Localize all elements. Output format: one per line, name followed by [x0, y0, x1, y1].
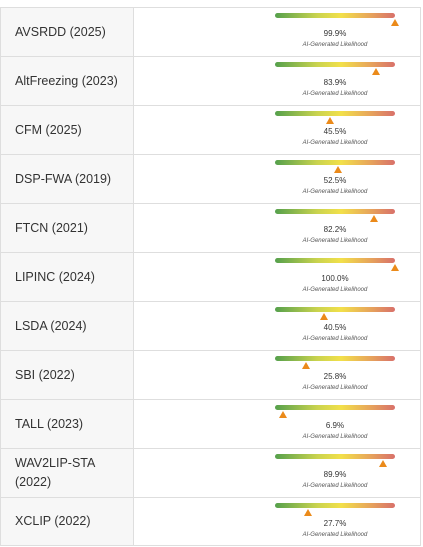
likelihood-marker-icon — [319, 313, 328, 320]
detector-name: CFM (2025) — [0, 106, 134, 154]
likelihood-caption: AI-Generated Likelihood — [302, 336, 368, 342]
table-row: CFM (2025) 45.5% AI-Generated Likelihood — [0, 105, 421, 154]
table-row: XCLIP (2022) 27.7% AI-Generated Likelihood — [0, 497, 421, 546]
detector-name: TALL (2023) — [0, 400, 134, 448]
likelihood-marker-icon — [304, 509, 313, 516]
likelihood-caption: AI-Generated Likelihood — [302, 140, 368, 146]
likelihood-gradient-bar — [275, 307, 395, 312]
likelihood-meter: 6.9% AI-Generated Likelihood — [134, 400, 421, 448]
likelihood-value: 27.7% — [323, 519, 347, 528]
table-row: AltFreezing (2023) 83.9% AI-Generated Like… — [0, 56, 421, 105]
likelihood-meter: 89.9% AI-Generated Likelihood — [134, 449, 421, 497]
likelihood-value: 100.0% — [321, 274, 349, 283]
likelihood-caption: AI-Generated Likelihood — [302, 91, 368, 97]
likelihood-value: 52.5% — [323, 176, 347, 185]
likelihood-gradient-bar — [275, 258, 395, 263]
likelihood-marker-icon — [279, 411, 288, 418]
likelihood-meter: 99.9% AI-Generated Likelihood — [134, 8, 421, 56]
likelihood-caption: AI-Generated Likelihood — [302, 434, 368, 440]
table-row: SBI (2022) 25.8% AI-Generated Likelihood — [0, 350, 421, 399]
detector-name: WAV2LIP-STA (2022) — [0, 449, 134, 497]
likelihood-marker-icon — [391, 264, 399, 271]
likelihood-value: 82.2% — [323, 225, 347, 234]
likelihood-marker-icon — [369, 215, 378, 222]
table-row: DSP-FWA (2019) 52.5% AI-Generated Likeliho… — [0, 154, 421, 203]
detector-name: AVSRDD (2025) — [0, 8, 134, 56]
table-row: TALL (2023) 6.9% AI-Generated Likelihood — [0, 399, 421, 448]
likelihood-caption: AI-Generated Likelihood — [302, 385, 368, 391]
likelihood-meter: 100.0% AI-Generated Likelihood — [134, 253, 421, 301]
likelihood-caption: AI-Generated Likelihood — [302, 189, 368, 195]
likelihood-gradient-bar — [275, 62, 395, 67]
likelihood-meter: 27.7% AI-Generated Likelihood — [134, 498, 421, 545]
likelihood-marker-icon — [325, 117, 334, 124]
likelihood-gradient-bar — [275, 209, 395, 214]
table-row: LIPINC (2024) 100.0% AI-Generated Likeliho… — [0, 252, 421, 301]
likelihood-caption: AI-Generated Likelihood — [302, 42, 368, 48]
likelihood-marker-icon — [378, 460, 387, 467]
detector-name: AltFreezing (2023) — [0, 57, 134, 105]
likelihood-marker-icon — [334, 166, 342, 173]
likelihood-caption: AI-Generated Likelihood — [302, 287, 368, 293]
likelihood-meter: 52.5% AI-Generated Likelihood — [134, 155, 421, 203]
likelihood-value: 83.9% — [323, 78, 347, 87]
detector-name: LIPINC (2024) — [0, 253, 134, 301]
likelihood-marker-icon — [301, 362, 310, 369]
likelihood-gradient-bar — [275, 13, 395, 18]
likelihood-value: 45.5% — [323, 127, 347, 136]
likelihood-value: 89.9% — [323, 470, 347, 479]
detector-name: LSDA (2024) — [0, 302, 134, 350]
likelihood-caption: AI-Generated Likelihood — [302, 532, 368, 538]
likelihood-caption: AI-Generated Likelihood — [302, 238, 368, 244]
likelihood-value: 6.9% — [325, 421, 345, 430]
detector-name: DSP-FWA (2019) — [0, 155, 134, 203]
detector-name: FTCN (2021) — [0, 204, 134, 252]
detector-name: SBI (2022) — [0, 351, 134, 399]
likelihood-gradient-bar — [275, 356, 395, 361]
likelihood-value: 99.9% — [323, 29, 347, 38]
likelihood-gradient-bar — [275, 405, 395, 410]
detector-name: XCLIP (2022) — [0, 498, 134, 545]
likelihood-gradient-bar — [275, 503, 395, 508]
table-row: FTCN (2021) 82.2% AI-Generated Likelihood — [0, 203, 421, 252]
table-row: LSDA (2024) 40.5% AI-Generated Likelihood — [0, 301, 421, 350]
likelihood-gradient-bar — [275, 111, 395, 116]
likelihood-meter: 82.2% AI-Generated Likelihood — [134, 204, 421, 252]
likelihood-gradient-bar — [275, 160, 395, 165]
table-row: WAV2LIP-STA (2022) 89.9% AI-Generated Like… — [0, 448, 421, 497]
likelihood-marker-icon — [371, 68, 380, 75]
likelihood-value: 25.8% — [323, 372, 347, 381]
likelihood-marker-icon — [390, 19, 399, 26]
likelihood-caption: AI-Generated Likelihood — [302, 483, 368, 489]
likelihood-meter: 40.5% AI-Generated Likelihood — [134, 302, 421, 350]
likelihood-value: 40.5% — [323, 323, 347, 332]
likelihood-meter: 83.9% AI-Generated Likelihood — [134, 57, 421, 105]
likelihood-meter: 45.5% AI-Generated Likelihood — [134, 106, 421, 154]
likelihood-gradient-bar — [275, 454, 395, 459]
table-row: AVSRDD (2025) 99.9% AI-Generated Likelihoo… — [0, 7, 421, 56]
likelihood-meter: 25.8% AI-Generated Likelihood — [134, 351, 421, 399]
